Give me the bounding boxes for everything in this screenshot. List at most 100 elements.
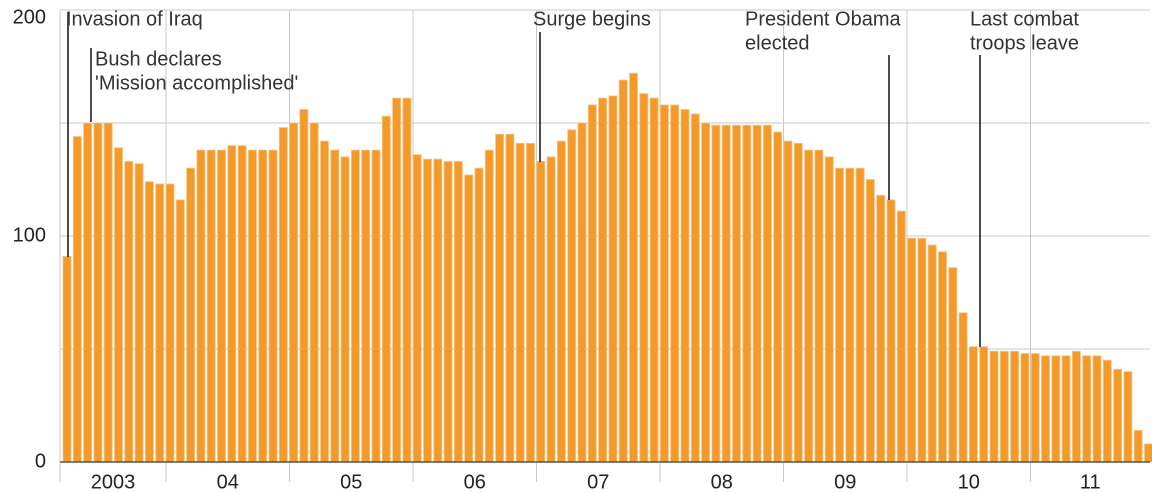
bar — [763, 124, 772, 463]
bar — [320, 140, 329, 463]
bar — [217, 149, 226, 463]
x-tick-label: 04 — [217, 471, 239, 493]
annotation-text: Last combat — [970, 8, 1079, 30]
bar — [1041, 355, 1050, 463]
bar — [958, 312, 968, 463]
bar — [752, 124, 762, 463]
annotation-text: President Obama — [745, 8, 902, 30]
bar — [845, 167, 855, 463]
annotation-text: Invasion of Iraq — [66, 8, 203, 30]
bar — [1133, 429, 1143, 463]
bar — [258, 149, 268, 463]
bar — [639, 93, 649, 463]
bar — [690, 113, 700, 463]
bar — [670, 104, 680, 463]
bar — [824, 156, 834, 463]
x-tick-label: 08 — [711, 471, 733, 493]
bar — [979, 346, 989, 463]
bar — [608, 95, 618, 463]
bar — [1072, 350, 1081, 463]
bar — [927, 244, 937, 463]
bar — [103, 122, 113, 463]
bar — [237, 145, 247, 463]
bar — [289, 122, 299, 463]
bar — [1102, 359, 1112, 463]
bar — [999, 350, 1009, 463]
bar — [247, 149, 257, 463]
bar — [381, 115, 391, 463]
bar — [268, 149, 278, 463]
bar — [175, 199, 185, 463]
bar — [814, 149, 824, 463]
bar — [309, 122, 319, 463]
x-tick-label: 06 — [464, 471, 486, 493]
bar — [134, 163, 144, 463]
bar — [1020, 353, 1030, 463]
bar — [114, 147, 123, 463]
bar — [577, 122, 587, 463]
bar — [206, 149, 216, 463]
bar — [227, 145, 237, 463]
bar — [721, 124, 731, 463]
x-tick-label: 09 — [834, 471, 856, 493]
bar — [124, 161, 134, 463]
bar — [732, 124, 741, 463]
bar — [62, 255, 72, 463]
bar — [412, 154, 422, 463]
bar — [464, 174, 474, 463]
bar — [330, 149, 340, 463]
bar — [423, 158, 432, 463]
bar — [866, 179, 875, 463]
bar — [196, 149, 206, 463]
bar — [350, 149, 360, 463]
annotation-text: Bush declares — [95, 48, 222, 70]
bar — [546, 156, 556, 463]
bar — [835, 167, 844, 463]
bar — [907, 237, 916, 463]
bar — [783, 140, 793, 463]
bar — [804, 149, 813, 463]
bar — [1082, 355, 1092, 463]
x-tick-label: 2003 — [91, 471, 136, 493]
bar — [855, 167, 865, 463]
bar — [1010, 350, 1019, 463]
bar — [495, 133, 505, 463]
bar — [587, 104, 597, 463]
bar — [660, 104, 669, 463]
bar — [989, 350, 999, 463]
bar — [1092, 355, 1102, 463]
bar — [144, 181, 154, 463]
bar — [536, 161, 546, 463]
bar — [938, 251, 947, 463]
bar — [886, 199, 896, 463]
x-tick-label: 10 — [958, 471, 980, 493]
bar — [402, 97, 412, 463]
annotation-text: 'Mission accomplished' — [95, 72, 298, 94]
bar — [484, 149, 494, 463]
bar — [165, 183, 175, 463]
bar — [433, 158, 443, 463]
bar — [1113, 368, 1122, 463]
annotation-text: troops leave — [970, 32, 1079, 54]
bar — [773, 131, 783, 463]
bar — [701, 122, 710, 463]
bar — [917, 237, 927, 463]
bar — [948, 267, 958, 463]
bar — [618, 79, 628, 463]
bar — [567, 129, 577, 463]
bar — [526, 142, 535, 463]
bar — [83, 122, 92, 463]
bar — [649, 97, 659, 463]
bar — [361, 149, 371, 463]
x-tick-label: 07 — [587, 471, 609, 493]
bar — [1061, 355, 1071, 463]
y-tick-label: 0 — [35, 450, 46, 472]
bar — [1030, 353, 1040, 463]
x-tick-label: 11 — [1080, 471, 1101, 493]
bar — [155, 183, 165, 463]
bar — [72, 136, 82, 463]
bar — [680, 109, 690, 463]
bar — [93, 122, 103, 463]
bar — [742, 124, 752, 463]
